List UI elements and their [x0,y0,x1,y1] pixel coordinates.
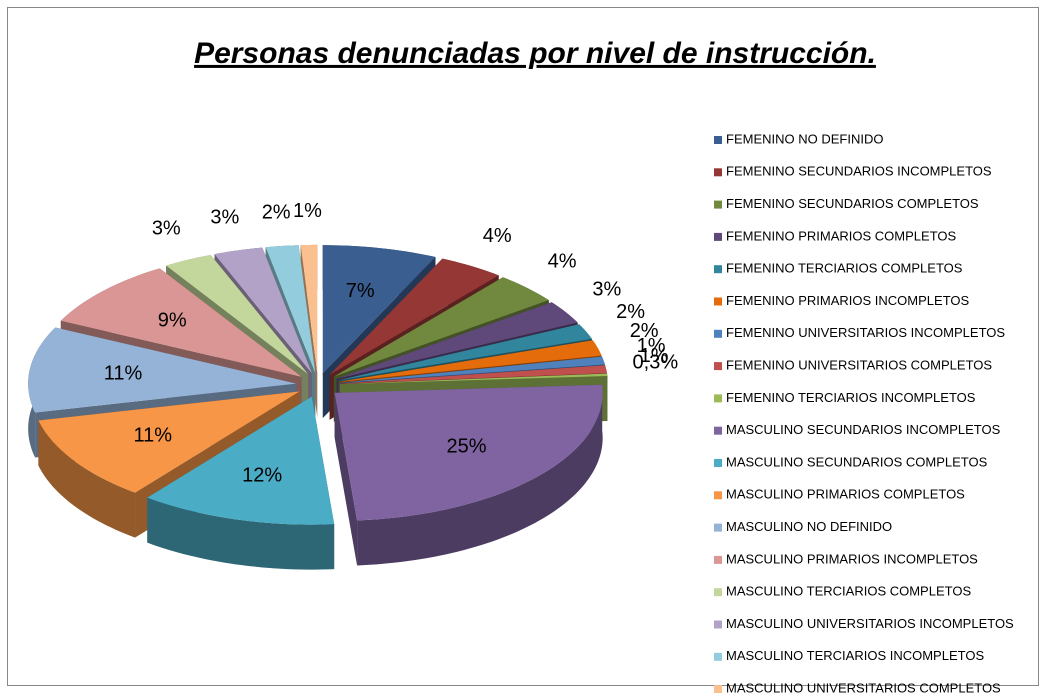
legend-swatch [714,491,722,499]
data-label: 3% [210,206,239,228]
data-label: 12% [242,465,282,487]
legend-label: FEMENINO UNIVERSITARIOS COMPLETOS [726,358,992,373]
data-label: 3% [592,278,621,300]
legend-swatch [714,168,722,176]
legend-swatch [714,362,722,370]
data-label: 4% [483,225,512,247]
legend-label: FEMENINO SECUNDARIOS COMPLETOS [726,196,979,211]
legend-label: FEMENINO NO DEFINIDO [726,131,883,146]
legend-label: FEMENINO TERCIARIOS COMPLETOS [726,261,963,276]
legend-swatch [714,459,722,467]
data-label: 11% [133,425,172,447]
data-label: 11% [104,363,143,385]
legend-label: MASCULINO SECUNDARIOS COMPLETOS [726,454,988,469]
legend-label: MASCULINO PRIMARIOS INCOMPLETOS [726,551,978,566]
data-label: 7% [346,280,375,302]
chart-title: Personas denunciadas por nivel de instru… [194,37,876,70]
legend-swatch [714,265,722,273]
legend-label: MASCULINO TERCIARIOS COMPLETOS [726,584,971,599]
data-label: 2% [262,201,291,223]
legend-swatch [714,394,722,402]
legend-swatch [714,201,722,209]
legend-label: MASCULINO UNIVERSITARIOS INCOMPLETOS [726,616,1014,631]
legend-swatch [714,136,722,144]
data-label: 4% [548,250,577,272]
legend-swatch [714,524,722,532]
data-label: 25% [447,436,487,458]
legend-swatch [714,556,722,564]
legend-swatch [714,298,722,306]
legend-swatch [714,427,722,435]
legend-swatch [714,233,722,241]
legend-swatch [714,588,722,596]
legend-swatch [714,653,722,661]
legend-label: MASCULINO PRIMARIOS COMPLETOS [726,487,965,502]
legend-label: MASCULINO TERCIARIOS INCOMPLETOS [726,648,984,663]
legend-label: FEMENINO SECUNDARIOS INCOMPLETOS [726,164,992,179]
legend-label: MASCULINO UNIVERSITARIOS COMPLETOS [726,681,1001,693]
legend-label: FEMENINO PRIMARIOS COMPLETOS [726,228,957,243]
data-label: 9% [158,309,187,331]
legend-label: FEMENINO PRIMARIOS INCOMPLETOS [726,293,970,308]
legend-label: MASCULINO SECUNDARIOS INCOMPLETOS [726,422,1001,437]
legend-label: FEMENINO TERCIARIOS INCOMPLETOS [726,390,976,405]
legend-swatch [714,685,722,693]
legend-label: MASCULINO NO DEFINIDO [726,519,892,534]
data-label: 3% [152,217,181,239]
legend-swatch [714,621,722,629]
legend-swatch [714,330,722,338]
data-label: 0,3% [633,351,679,373]
data-label: 1% [293,200,322,222]
legend-label: FEMENINO UNIVERSITARIOS INCOMPLETOS [726,325,1005,340]
